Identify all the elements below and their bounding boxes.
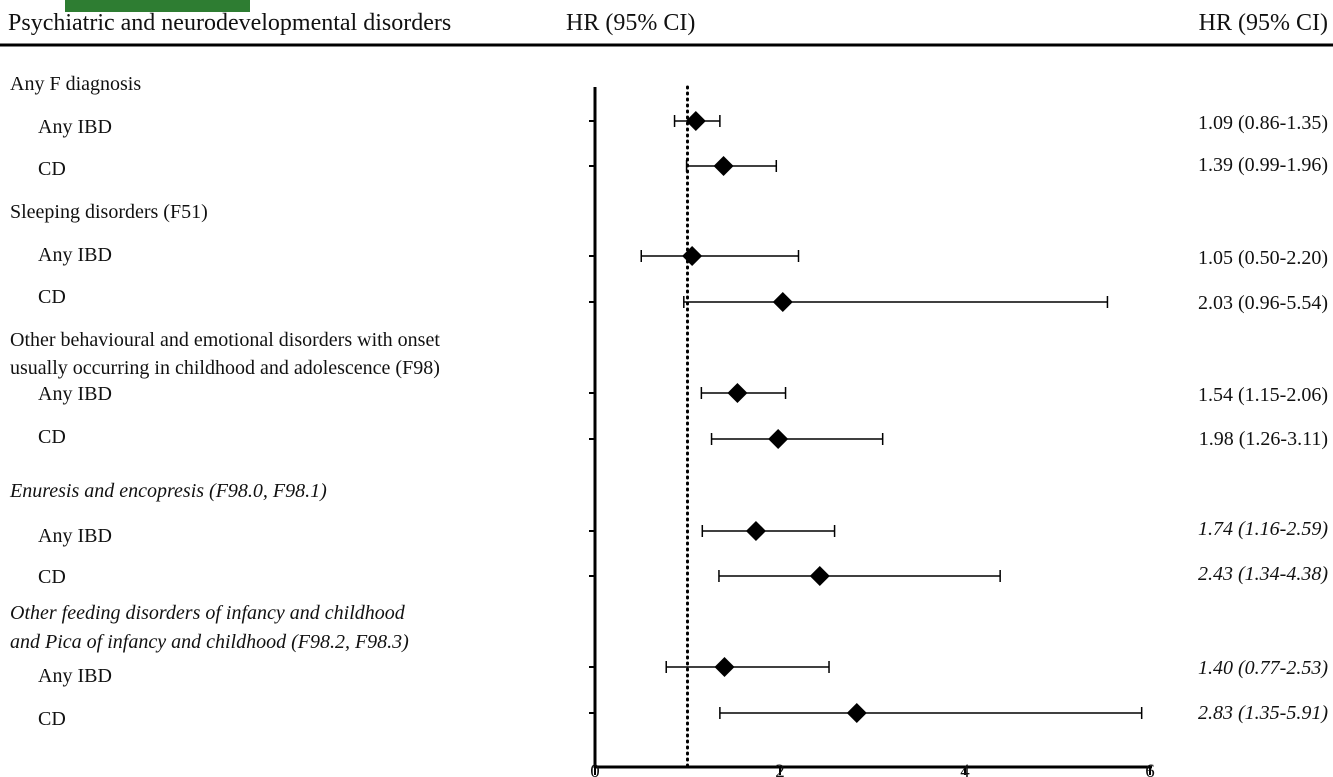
group-label: Sleeping disorders (F51) <box>10 201 208 223</box>
hr-diamond <box>773 292 793 312</box>
row-label: Any IBD <box>38 525 112 547</box>
hr-diamond <box>847 703 867 723</box>
hr-diamond <box>768 429 788 449</box>
group-label: Other behavioural and emotional disorder… <box>10 329 440 351</box>
chart: Psychiatric and neurodevelopmental disor… <box>0 0 1333 777</box>
row-label: CD <box>38 286 66 308</box>
row-label: Any IBD <box>38 116 112 138</box>
hr-label: 1.09 (0.86-1.35) <box>1198 112 1328 134</box>
hr-label: 1.54 (1.15-2.06) <box>1198 384 1328 406</box>
group-label: Any F diagnosis <box>10 73 141 95</box>
x-tick-label: 4 <box>960 761 970 777</box>
x-tick-label: 0 <box>590 761 600 777</box>
group-label: Enuresis and encopresis (F98.0, F98.1) <box>9 480 327 502</box>
header-middle: HR (95% CI) <box>566 10 695 36</box>
group-label: usually occurring in childhood and adole… <box>10 357 440 379</box>
row-label: CD <box>38 566 66 588</box>
header-right: HR (95% CI) <box>1199 10 1328 36</box>
hr-label: 2.43 (1.34-4.38) <box>1198 563 1328 585</box>
row-label: CD <box>38 426 66 448</box>
hr-diamond <box>682 246 702 266</box>
hr-label: 2.83 (1.35-5.91) <box>1198 702 1328 724</box>
row-label: Any IBD <box>38 244 112 266</box>
hr-label: 1.40 (0.77-2.53) <box>1198 657 1328 679</box>
group-label: and Pica of infancy and childhood (F98.2… <box>10 631 409 653</box>
row-label: Any IBD <box>38 383 112 405</box>
row-label: CD <box>38 708 66 730</box>
hr-diamond <box>714 156 734 176</box>
hr-label: 2.03 (0.96-5.54) <box>1198 292 1328 314</box>
group-label: Other feeding disorders of infancy and c… <box>10 602 406 624</box>
row-label: Any IBD <box>38 665 112 687</box>
hr-diamond <box>715 657 735 677</box>
hr-label: 1.98 (1.26-3.11) <box>1199 428 1328 450</box>
hr-label: 1.05 (0.50-2.20) <box>1198 247 1328 269</box>
hr-diamond <box>727 383 747 403</box>
hr-label: 1.39 (0.99-1.96) <box>1198 154 1328 176</box>
row-label: CD <box>38 158 66 180</box>
hr-diamond <box>746 521 766 541</box>
hr-label: 1.74 (1.16-2.59) <box>1198 518 1328 540</box>
hr-diamond <box>686 111 706 131</box>
x-tick-label: 6 <box>1145 761 1155 777</box>
x-tick-label: 2 <box>775 761 785 777</box>
header-left: Psychiatric and neurodevelopmental disor… <box>8 10 451 36</box>
hr-diamond <box>810 566 830 586</box>
